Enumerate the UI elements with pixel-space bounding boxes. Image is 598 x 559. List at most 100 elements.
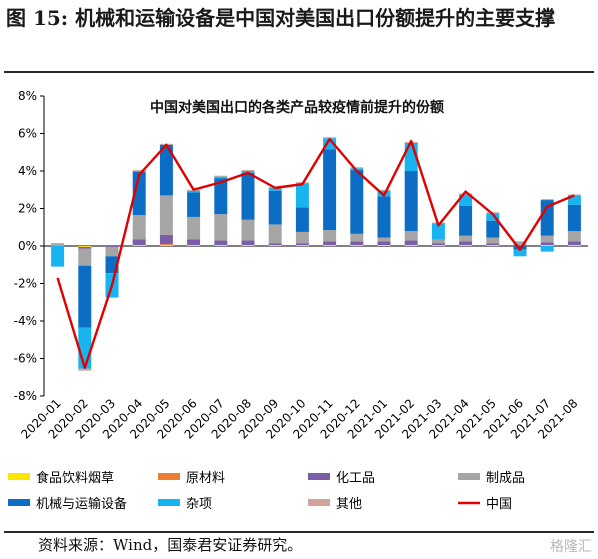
bar-segment (431, 239, 445, 244)
bar-segment (105, 246, 119, 257)
bar-segment (567, 204, 581, 231)
bar-segment (486, 220, 500, 238)
bar-segment (214, 175, 228, 177)
y-tick-label: 6% (18, 127, 37, 141)
bar-segment (78, 246, 92, 249)
bar-segment (323, 230, 337, 242)
bar-segment (295, 231, 309, 244)
bar-segment (323, 241, 337, 246)
bar-segment (431, 243, 445, 246)
bar-segment (214, 245, 228, 246)
bar-segment (377, 241, 391, 246)
y-tick-label: -8% (14, 389, 37, 403)
bar-segment (486, 237, 500, 244)
bar-segment (540, 245, 554, 246)
bar-segment (459, 235, 473, 242)
bar-segment (459, 205, 473, 236)
y-tick-label: -6% (14, 352, 37, 366)
bar-segment (78, 248, 92, 266)
bar-segment (513, 245, 527, 246)
bar-segment (295, 243, 309, 246)
bar-segment (350, 170, 364, 234)
legend-swatch (308, 499, 330, 506)
chart: -8%-6%-4%-2%0%2%4%6%8%2020-012020-022020… (8, 89, 588, 512)
bar-segment (214, 178, 228, 215)
bar-segment (350, 233, 364, 242)
y-tick-label: -4% (14, 314, 37, 328)
bar-segment (486, 213, 500, 221)
figure-title: 图 15: 机械和运输设备是中国对美国出口份额提升的主要支撑 (6, 6, 556, 30)
bar-segment (540, 242, 554, 246)
bar-segment (268, 224, 282, 244)
source-rule (4, 531, 594, 533)
bar-segment (132, 171, 146, 172)
bar-segment (78, 368, 92, 371)
bar-segment (214, 214, 228, 241)
legend-swatch (158, 473, 180, 480)
bar-segment (132, 215, 146, 240)
chart-title: 中国对美国出口的各类产品较疫情前提升的份额 (150, 99, 444, 116)
legend-label: 中国 (486, 497, 512, 512)
legend-label: 化工品 (336, 471, 375, 486)
bar-segment (187, 190, 201, 193)
bar-segment (540, 200, 554, 236)
bar-segment (268, 243, 282, 246)
legend-swatch (8, 499, 30, 506)
bar-segment (567, 245, 581, 246)
legend-label: 制成品 (486, 471, 525, 486)
legend-label: 原材料 (186, 471, 225, 486)
bar-segment (132, 171, 146, 216)
bar-segment (377, 237, 391, 242)
bar-segment (459, 193, 473, 195)
bar-segment (187, 239, 201, 246)
bar-segment (350, 168, 364, 171)
bar-segment (323, 138, 337, 150)
bar-segment (159, 244, 173, 246)
bar-segment (323, 149, 337, 231)
y-tick-label: 4% (18, 164, 37, 178)
watermark-logo: 格隆汇 (550, 539, 592, 555)
legend-swatch (308, 473, 330, 480)
bar-segment (214, 176, 228, 179)
bar-segment (540, 199, 554, 201)
bar-segment (187, 216, 201, 240)
legend-swatch (458, 473, 480, 480)
legend-label: 杂项 (186, 497, 212, 512)
legend-swatch (8, 473, 30, 480)
bar-segment (404, 171, 418, 231)
bar-segment (159, 245, 173, 246)
bar-segment (350, 167, 364, 169)
bar-segment (78, 246, 92, 247)
bar-segment (404, 231, 418, 241)
bar-segment (187, 192, 201, 217)
bar-segment (540, 246, 554, 252)
bar-segment (51, 246, 65, 267)
bar-segment (214, 240, 228, 246)
bar-segment (377, 245, 391, 246)
bar-segment (567, 241, 581, 246)
bar-segment (323, 137, 337, 139)
bar-segment (377, 196, 391, 238)
line-series-china (56, 137, 575, 370)
bar-segment (159, 144, 173, 196)
bar-segment (295, 245, 309, 246)
bar-segment (459, 194, 473, 206)
bar-segment (431, 223, 445, 240)
bar-segment (241, 219, 255, 241)
bar-segment (241, 240, 255, 246)
bar-segment (132, 245, 146, 246)
bar-segment (486, 243, 500, 246)
bar-segment (404, 240, 418, 246)
bar-segment (295, 207, 309, 232)
bar-segment (513, 241, 527, 246)
bar-segment (132, 170, 146, 171)
bar-segment (78, 265, 92, 328)
bar-segment (323, 245, 337, 246)
bar-segment (159, 195, 173, 235)
bar-segment (132, 239, 146, 246)
bar-segment (159, 234, 173, 245)
y-tick-label: 2% (18, 202, 37, 216)
title-rule (4, 71, 594, 73)
bar-segment (268, 190, 282, 225)
bar-segment (486, 245, 500, 246)
